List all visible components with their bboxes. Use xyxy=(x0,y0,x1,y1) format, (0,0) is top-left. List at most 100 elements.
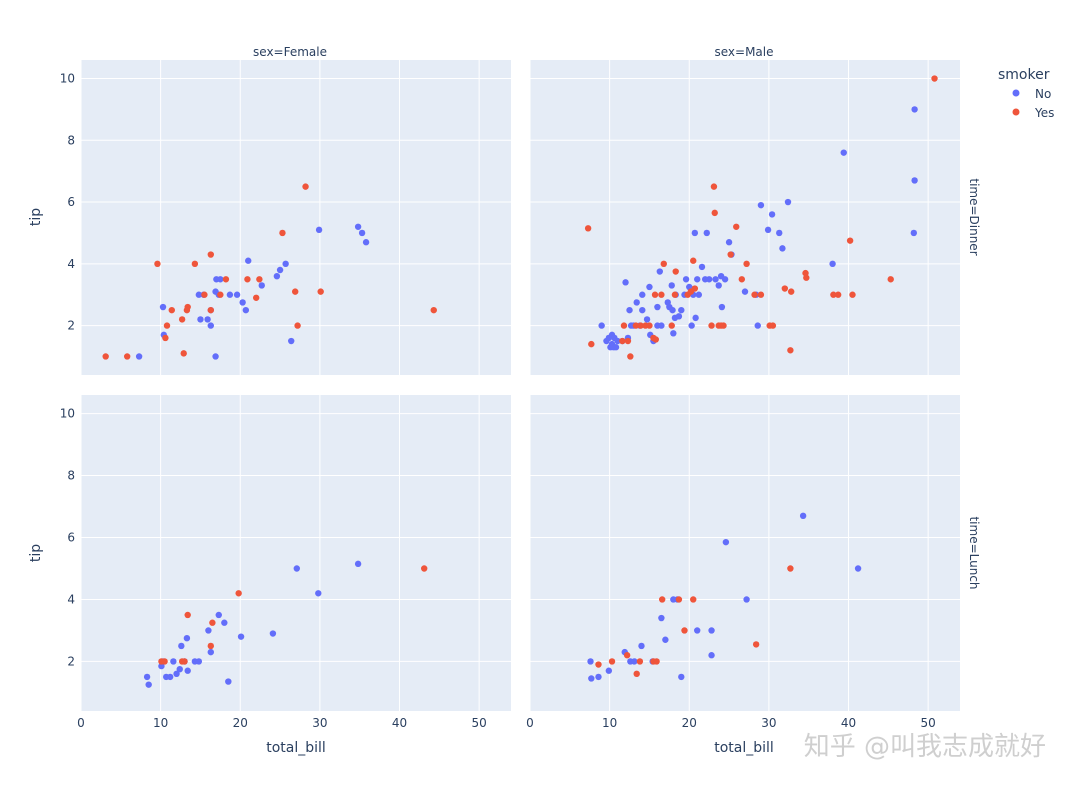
facet-title-row-2: time=Lunch xyxy=(967,516,981,589)
data-point xyxy=(787,347,794,354)
data-point xyxy=(279,229,286,237)
data-point xyxy=(170,658,177,665)
legend-item-yes[interactable]: Yes xyxy=(1012,106,1055,120)
y-tick-label: 6 xyxy=(67,531,75,545)
data-point xyxy=(123,353,131,360)
data-point xyxy=(183,634,191,642)
x-tick-label: 40 xyxy=(841,716,856,730)
x-tick-label: 0 xyxy=(77,716,85,730)
data-point xyxy=(258,282,265,289)
data-point xyxy=(670,330,677,337)
data-point xyxy=(623,652,631,659)
data-point xyxy=(212,353,219,360)
data-point xyxy=(639,306,646,314)
data-point xyxy=(654,303,661,311)
data-point xyxy=(692,314,699,322)
y-tick-label: 8 xyxy=(67,469,75,483)
data-point xyxy=(207,306,214,314)
data-point xyxy=(695,291,703,298)
data-point xyxy=(176,665,183,673)
watermark-text: 知乎 @叫我志成就好 xyxy=(804,732,1046,762)
data-point xyxy=(678,673,685,681)
data-point xyxy=(752,641,760,648)
data-point xyxy=(222,276,230,283)
panel-background xyxy=(530,60,960,375)
data-point xyxy=(743,260,750,268)
data-point xyxy=(658,291,665,298)
data-point xyxy=(660,260,667,268)
data-point xyxy=(180,350,187,357)
data-point xyxy=(688,322,695,329)
data-point xyxy=(245,257,252,264)
data-point xyxy=(207,322,214,329)
data-point xyxy=(720,322,727,329)
legend-marker-no xyxy=(1012,89,1020,97)
data-point xyxy=(605,667,613,674)
x-axis-title-col-2: total_bill xyxy=(714,740,774,756)
data-point xyxy=(718,303,726,311)
y-tick-label: 4 xyxy=(67,257,75,271)
legend-marker-yes xyxy=(1012,108,1020,116)
data-point xyxy=(656,268,663,275)
data-point xyxy=(302,183,309,190)
data-point xyxy=(754,322,761,329)
data-point xyxy=(703,229,710,237)
data-point xyxy=(710,183,718,190)
data-point xyxy=(711,209,718,217)
data-point xyxy=(658,596,666,603)
data-point xyxy=(738,276,746,283)
data-point xyxy=(191,260,199,268)
scatter-panel-4: 0 10 20 30 40 50 xyxy=(526,395,960,730)
data-point xyxy=(633,670,640,678)
data-point xyxy=(135,353,143,360)
data-point xyxy=(668,282,675,289)
data-point xyxy=(631,658,638,665)
y-axis-title-row-1: tip xyxy=(28,208,44,226)
data-point xyxy=(598,322,605,329)
scatter-panel-2 xyxy=(529,60,960,375)
legend-title: smoker xyxy=(998,67,1050,83)
data-point xyxy=(221,619,228,626)
legend-item-no[interactable]: No xyxy=(1012,87,1052,101)
data-point xyxy=(768,211,776,218)
data-point xyxy=(102,353,109,360)
data-point xyxy=(658,614,665,622)
data-point xyxy=(622,279,629,286)
series-yes xyxy=(102,183,437,360)
x-tick-label: 40 xyxy=(392,716,407,730)
data-point xyxy=(162,334,169,342)
data-point xyxy=(315,226,323,234)
data-point xyxy=(757,291,765,298)
data-point xyxy=(784,198,792,206)
data-point xyxy=(354,223,362,230)
data-point xyxy=(672,268,679,275)
data-point xyxy=(362,239,370,246)
data-point xyxy=(764,226,772,234)
y-tick-label: 2 xyxy=(67,319,75,333)
data-point xyxy=(595,661,602,668)
data-point xyxy=(840,149,847,156)
data-point xyxy=(626,306,633,314)
data-point xyxy=(653,658,660,665)
y-axis-title-row-2: tip xyxy=(28,544,44,562)
data-point xyxy=(652,336,660,343)
data-point xyxy=(163,322,171,329)
data-point xyxy=(743,596,750,603)
data-point xyxy=(294,322,301,329)
data-point xyxy=(694,627,701,634)
data-point xyxy=(358,229,366,237)
data-point xyxy=(143,673,151,681)
data-point xyxy=(269,630,277,637)
data-point xyxy=(712,276,719,283)
data-point xyxy=(829,260,836,268)
legend-label-no: No xyxy=(1035,87,1051,101)
data-point xyxy=(595,673,602,681)
data-point xyxy=(691,285,699,292)
data-point xyxy=(201,291,208,298)
data-point xyxy=(315,590,322,597)
data-point xyxy=(668,322,675,329)
data-point xyxy=(217,291,224,298)
data-point xyxy=(887,276,894,283)
panel-background xyxy=(81,60,511,375)
